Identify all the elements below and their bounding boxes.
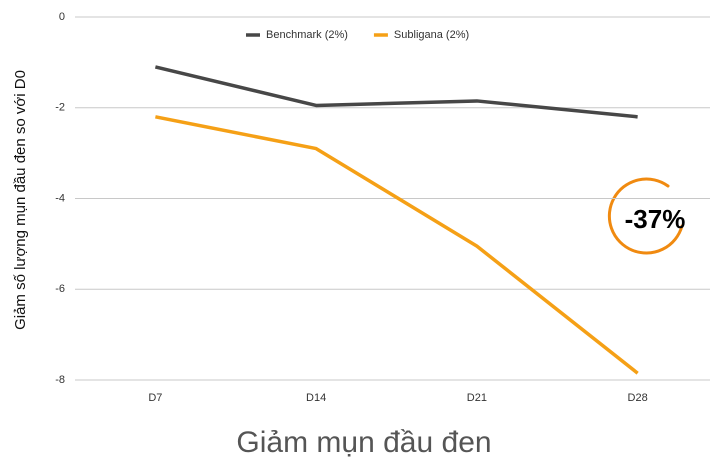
annotation-ring	[607, 177, 684, 255]
legend-label: Benchmark (2%)	[266, 29, 348, 41]
line	[154, 65, 638, 119]
y-tick-label: 0	[59, 11, 65, 23]
x-tick-label: D14	[306, 392, 326, 404]
annotation: -37%	[625, 204, 686, 234]
legend-label: Subligana (2%)	[394, 29, 469, 41]
line	[155, 115, 639, 375]
x-tick-label: D21	[467, 392, 487, 404]
x-tick-label: D28	[628, 392, 648, 404]
x-tick-label: D7	[148, 392, 162, 404]
y-tick-label: -6	[55, 283, 65, 295]
y-tick-label: -8	[55, 374, 65, 386]
chart-title: Giảm mụn đầu đen	[236, 426, 491, 459]
y-tick-label: -4	[55, 192, 65, 204]
y-axis-label: Giảm số lượng mụn đầu đen so với D0	[12, 70, 29, 330]
y-tick-label: -2	[55, 102, 65, 114]
